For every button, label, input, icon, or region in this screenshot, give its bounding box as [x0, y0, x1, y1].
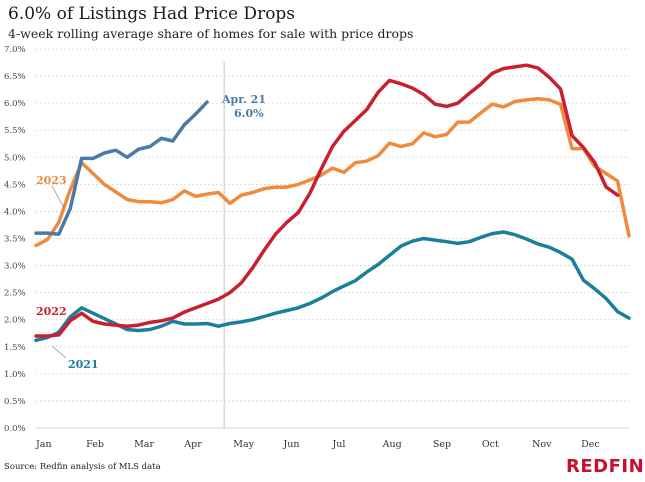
- chart-title: 6.0% of Listings Had Price Drops: [8, 4, 296, 24]
- x-tick-label: Mar: [134, 439, 154, 450]
- y-tick-label: 3.0%: [4, 262, 26, 272]
- y-tick-label: 2.0%: [4, 316, 26, 326]
- x-tick-label: Apr: [183, 439, 202, 450]
- y-tick-label: 4.0%: [4, 207, 26, 217]
- y-tick-label: 7.0%: [4, 45, 26, 55]
- series-label: 6.0%: [234, 107, 264, 120]
- series-label: 2022: [36, 305, 67, 318]
- x-tick-label: Jun: [282, 439, 299, 450]
- series-label: 2023: [36, 174, 67, 187]
- x-tick-label: Nov: [532, 439, 552, 450]
- x-tick-label: Feb: [86, 439, 104, 450]
- y-tick-label: 4.5%: [4, 180, 26, 190]
- y-tick-label: 6.0%: [4, 99, 26, 109]
- y-tick-label: 1.0%: [4, 370, 26, 380]
- y-tick-label: 0.0%: [4, 424, 26, 434]
- chart-subtitle: 4-week rolling average share of homes fo…: [8, 26, 414, 41]
- x-tick-label: Sep: [433, 439, 451, 450]
- series-line-2021: [34, 230, 631, 343]
- x-tick-label: Jan: [35, 439, 52, 450]
- y-tick-label: 5.5%: [4, 126, 26, 136]
- redfin-logo: REDFIN: [566, 456, 645, 477]
- x-tick-label: Dec: [581, 439, 600, 450]
- x-tick-label: Oct: [482, 439, 499, 450]
- x-tick-label: Aug: [382, 439, 402, 450]
- series-line-2024: [34, 100, 209, 236]
- x-tick-label: May: [233, 439, 254, 450]
- series-line-2022: [34, 63, 620, 338]
- y-tick-label: 3.5%: [4, 235, 26, 245]
- y-tick-label: 5.0%: [4, 153, 26, 163]
- y-tick-label: 2.5%: [4, 289, 26, 299]
- series-line-2023: [34, 97, 631, 248]
- series-label: 2021: [68, 358, 99, 371]
- x-axis-ticks: Jan Feb Mar Apr May Jun Jul Aug Sep Oct Nov Dec: [35, 439, 600, 450]
- series-labels: 2023 2022 2021 Apr. 216.0%: [36, 93, 266, 371]
- x-tick-label: Jul: [332, 439, 346, 450]
- y-tick-label: 6.5%: [4, 72, 26, 82]
- y-tick-label: 1.5%: [4, 343, 26, 353]
- label-leader-line: [51, 185, 65, 209]
- gridlines: [36, 48, 629, 429]
- series-lines: [34, 63, 631, 343]
- y-tick-label: 0.5%: [4, 397, 26, 407]
- series-label: Apr. 21: [221, 93, 266, 106]
- y-axis-ticks: 0.0% 0.5% 1.0% 1.5% 2.0% 2.5% 3.0% 3.5% 4.0% 4.5%…: [4, 45, 26, 434]
- label-leader-line: [51, 345, 67, 359]
- source-note: Source: Redfin analysis of MLS data: [4, 462, 161, 472]
